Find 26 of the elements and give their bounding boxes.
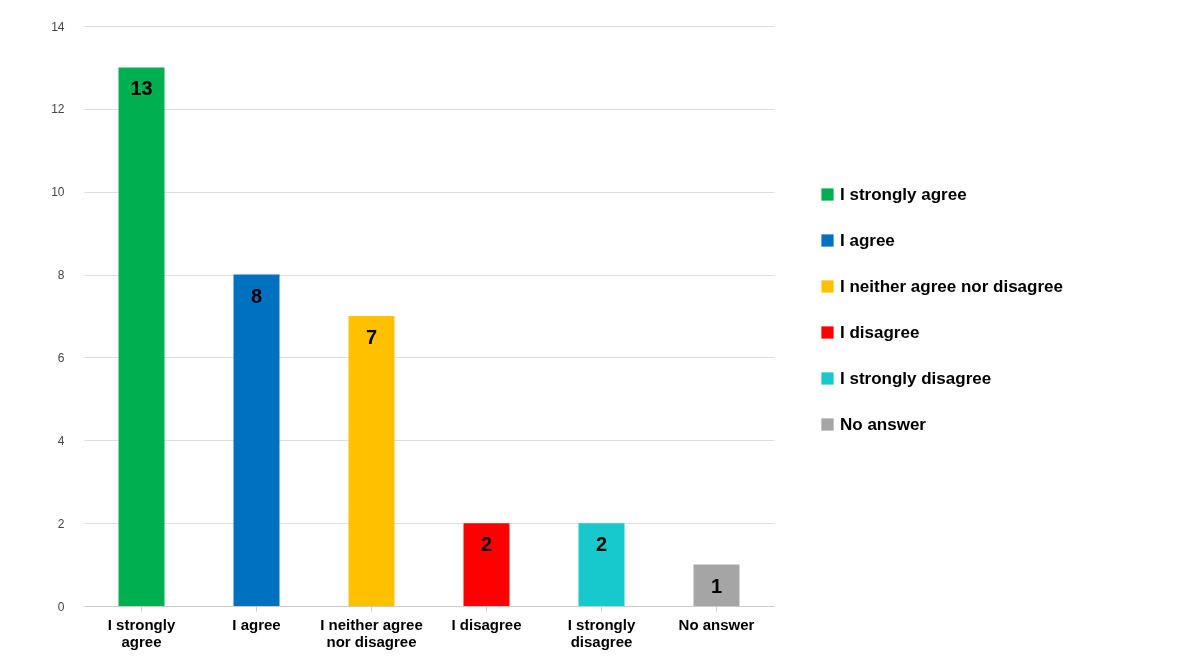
y-tick-label: 4 xyxy=(57,433,65,448)
legend-label: No answer xyxy=(840,414,927,434)
x-tick-label: I strongly agree xyxy=(107,615,176,650)
data-label: 8 xyxy=(250,284,263,307)
data-label: 13 xyxy=(130,77,153,100)
y-tick-label: 6 xyxy=(57,350,65,365)
y-tick-label: 2 xyxy=(57,516,65,531)
x-tick-label: I neither agree nor disagree xyxy=(320,615,423,650)
x-tick-label: I strongly disagree xyxy=(567,615,636,650)
data-label: 1 xyxy=(710,574,723,597)
y-tick-label: 8 xyxy=(57,268,65,283)
legend-label: I strongly agree xyxy=(840,184,967,204)
data-label: 2 xyxy=(480,533,493,556)
y-tick-label: 0 xyxy=(57,599,65,614)
legend-label: I neither agree nor disagree xyxy=(840,276,1063,296)
y-tick-label: 10 xyxy=(51,185,65,200)
legend-label: I agree xyxy=(840,230,895,250)
data-label: 7 xyxy=(365,326,378,348)
y-tick-label: 14 xyxy=(51,19,65,34)
x-tick-label: I agree xyxy=(232,615,281,633)
legend-label: I disagree xyxy=(840,322,920,342)
data-label: 2 xyxy=(595,533,608,556)
x-tick-label: I disagree xyxy=(451,615,522,633)
legend-label: I strongly disagree xyxy=(840,368,992,388)
x-tick-label: No answer xyxy=(678,615,755,633)
y-tick-label: 12 xyxy=(51,102,65,117)
